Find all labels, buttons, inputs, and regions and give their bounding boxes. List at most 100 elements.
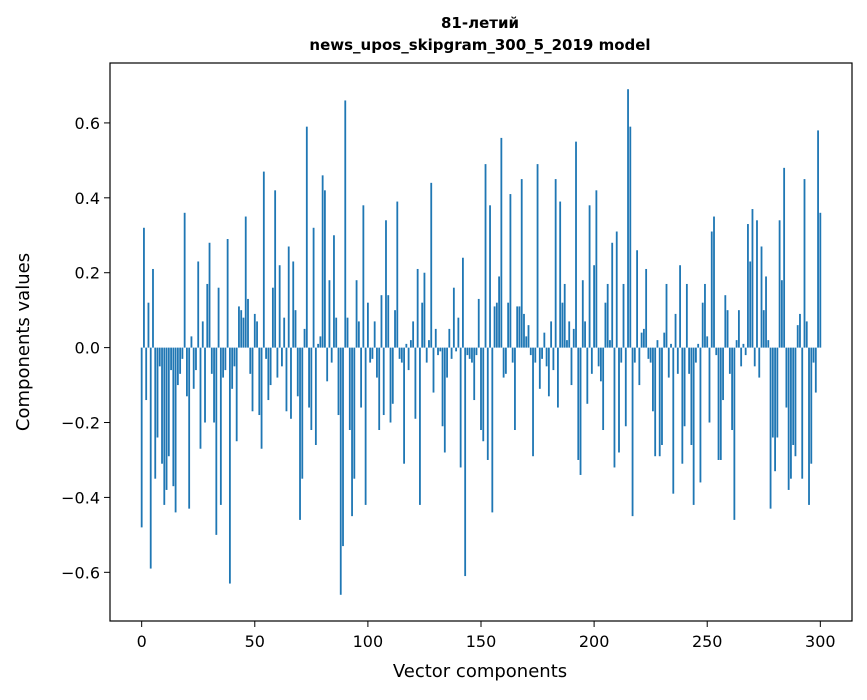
y-tick-label: 0.2 (75, 264, 100, 283)
bar (658, 347, 661, 457)
bar (154, 347, 157, 479)
bar (722, 347, 724, 401)
bar (450, 347, 453, 359)
bar (434, 328, 437, 348)
bar (466, 347, 469, 356)
y-tick-label: 0.0 (75, 339, 100, 358)
bar (663, 332, 666, 348)
bar (328, 280, 331, 348)
bar (371, 347, 374, 359)
bar (695, 347, 697, 363)
bar (525, 336, 528, 348)
bar (294, 310, 297, 348)
bar (588, 205, 591, 348)
bar (511, 347, 514, 363)
bar (186, 347, 188, 397)
bar (652, 347, 654, 412)
bar (536, 164, 539, 348)
bar (174, 347, 177, 513)
bar (765, 276, 767, 348)
bar (808, 347, 810, 505)
bar (783, 167, 786, 348)
bar (609, 340, 611, 348)
bar (348, 347, 351, 431)
bar (271, 287, 274, 348)
bar (593, 265, 596, 348)
bar (378, 347, 381, 431)
bar (801, 347, 804, 479)
bar (778, 220, 781, 348)
bar (262, 171, 265, 348)
bar (586, 347, 589, 404)
bar (267, 347, 270, 401)
bar (219, 347, 222, 505)
bar (247, 298, 249, 348)
bar (321, 175, 324, 348)
bar (489, 205, 491, 348)
bar (667, 347, 670, 378)
bar (704, 283, 706, 348)
bar (206, 283, 209, 348)
bar (762, 310, 765, 348)
bar (710, 231, 713, 348)
bar (744, 347, 747, 356)
bar (195, 347, 197, 371)
bar (638, 347, 641, 386)
bar (197, 261, 200, 348)
bar (446, 347, 448, 378)
chart-title-line-2: news_upos_skipgram_300_5_2019 model (309, 36, 650, 54)
bar (645, 268, 648, 348)
bar (792, 347, 795, 445)
bar (785, 347, 788, 408)
bar (260, 347, 263, 449)
bar (419, 347, 421, 505)
bar (491, 347, 494, 513)
bar (249, 347, 252, 374)
bar (425, 347, 428, 363)
bar (324, 190, 326, 348)
bar (387, 295, 390, 348)
bar (504, 347, 507, 374)
bar (570, 347, 573, 386)
bar (724, 295, 727, 348)
bar (509, 194, 512, 348)
x-axis-label: Vector components (393, 661, 567, 682)
bar (244, 216, 247, 348)
bar (805, 321, 808, 348)
bar (790, 347, 792, 479)
chart-title-line-1: 81-летий (441, 14, 519, 32)
bar (240, 310, 243, 348)
bar (274, 190, 277, 348)
bar (256, 321, 258, 348)
bar (572, 328, 575, 348)
bar (143, 227, 145, 348)
bar (633, 347, 636, 363)
bar (165, 347, 168, 490)
bar (679, 265, 681, 348)
bar (437, 347, 439, 356)
bar (265, 347, 267, 359)
bar (566, 340, 568, 348)
bar (631, 347, 634, 517)
bar (201, 321, 204, 348)
bar (360, 347, 363, 408)
bar (430, 182, 433, 348)
bar (756, 220, 758, 348)
bar (394, 310, 396, 348)
bar (584, 321, 586, 348)
bar (251, 347, 254, 412)
bar (376, 347, 378, 378)
bar (715, 347, 718, 356)
bar (615, 231, 618, 348)
bar (769, 347, 772, 509)
bar (810, 347, 813, 464)
bar (208, 242, 211, 348)
bar (281, 347, 283, 367)
bar (819, 212, 822, 348)
bar (665, 283, 668, 348)
bar (484, 164, 487, 348)
bar (278, 265, 281, 348)
bar (620, 347, 623, 363)
